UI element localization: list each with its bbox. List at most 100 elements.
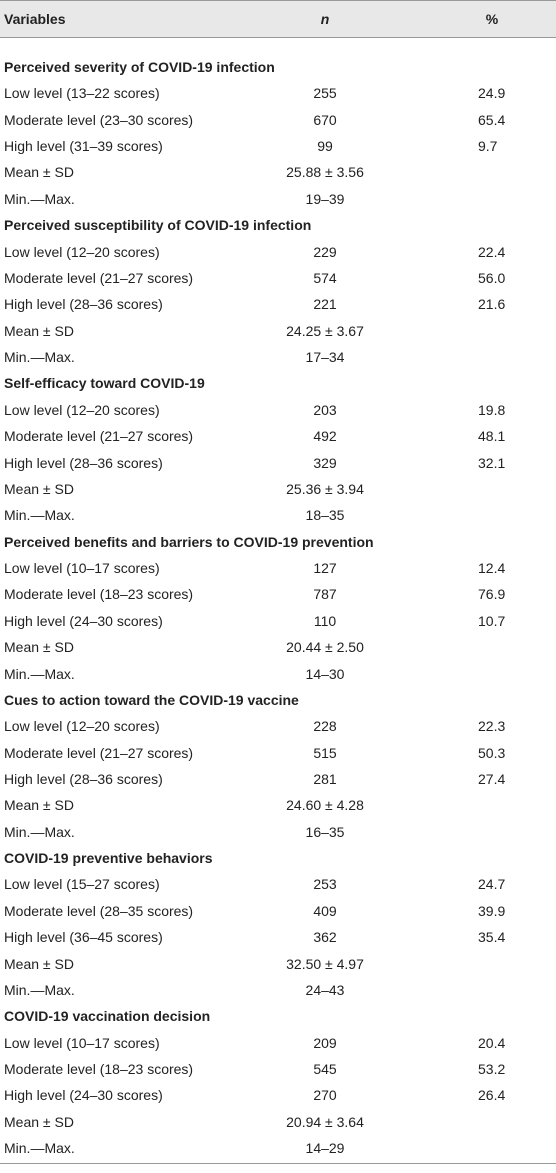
percent-value: 20.4 — [478, 1034, 506, 1051]
n-value: 25.88 ± 3.56 — [286, 164, 364, 181]
row-label: High level (36–45 scores) — [4, 929, 163, 946]
row-label: Moderate level (23–30 scores) — [4, 111, 194, 128]
percent-value: 48.1 — [478, 428, 506, 445]
n-value: 127 — [313, 560, 337, 577]
percent-value: 22.4 — [478, 243, 506, 260]
row-label: Moderate level (21–27 scores) — [4, 428, 194, 445]
n-value: 203 — [313, 401, 337, 418]
row-label: Mean ± SD — [4, 639, 74, 656]
n-value: 24.25 ± 3.67 — [286, 322, 364, 339]
n-value: 110 — [313, 612, 337, 629]
n-value: 20.94 ± 3.64 — [286, 1113, 364, 1130]
n-value: 228 — [313, 718, 337, 735]
n-value: 545 — [313, 1061, 337, 1078]
percent-value: 27.4 — [478, 770, 506, 787]
n-value: 574 — [313, 269, 337, 286]
n-value: 24.60 ± 4.28 — [286, 797, 364, 814]
n-value: 14–29 — [305, 1140, 345, 1157]
percent-value: 53.2 — [478, 1061, 506, 1078]
row-label: Mean ± SD — [4, 480, 74, 497]
row-label: High level (28–36 scores) — [4, 296, 163, 313]
n-value: 281 — [313, 770, 337, 787]
n-value: 255 — [313, 85, 337, 102]
header-n: n — [320, 11, 330, 27]
n-value: 25.36 ± 3.94 — [286, 480, 364, 497]
row-label: Low level (12–20 scores) — [4, 401, 160, 418]
row-label: Moderate level (21–27 scores) — [4, 744, 194, 761]
row-label: High level (28–36 scores) — [4, 770, 163, 787]
n-value: 670 — [313, 111, 337, 128]
percent-value: 39.9 — [478, 902, 506, 919]
percent-value: 22.3 — [478, 718, 506, 735]
row-label: Min.—Max. — [4, 981, 75, 998]
row-label: Mean ± SD — [4, 797, 74, 814]
row-label: High level (28–36 scores) — [4, 454, 163, 471]
n-value: 362 — [313, 929, 337, 946]
section-title: Perceived susceptibility of COVID-19 inf… — [4, 217, 312, 234]
n-value: 14–30 — [305, 665, 345, 682]
row-label: Mean ± SD — [4, 955, 74, 972]
percent-value: 9.7 — [478, 138, 498, 155]
percent-value: 10.7 — [478, 612, 506, 629]
row-label: Moderate level (18–23 scores) — [4, 1061, 194, 1078]
n-value: 329 — [313, 454, 337, 471]
row-label: Low level (12–20 scores) — [4, 243, 160, 260]
row-label: Moderate level (21–27 scores) — [4, 269, 194, 286]
n-value: 32.50 ± 4.97 — [286, 955, 364, 972]
n-value: 409 — [313, 902, 337, 919]
percent-value: 12.4 — [478, 560, 506, 577]
row-label: Low level (13–22 scores) — [4, 85, 160, 102]
percent-value: 35.4 — [478, 929, 506, 946]
n-value: 17–34 — [305, 349, 345, 366]
percent-value: 56.0 — [478, 269, 506, 286]
n-value: 253 — [313, 876, 337, 893]
section-title: Self-efficacy toward COVID-19 — [4, 375, 205, 392]
section-title: Perceived severity of COVID-19 infection — [4, 59, 275, 75]
n-value: 209 — [313, 1034, 337, 1051]
row-label: Mean ± SD — [4, 1113, 74, 1130]
row-label: Mean ± SD — [4, 322, 74, 339]
row-label: Min.—Max. — [4, 349, 75, 366]
row-label: Moderate level (18–23 scores) — [4, 586, 194, 603]
row-label: Moderate level (28–35 scores) — [4, 902, 194, 919]
n-value: 18–35 — [305, 507, 345, 524]
n-value: 229 — [313, 243, 337, 260]
n-value: 515 — [313, 744, 337, 761]
n-value: 99 — [317, 138, 333, 155]
n-value: 24–43 — [305, 981, 345, 998]
section-title: COVID-19 preventive behaviors — [4, 850, 213, 867]
section-title: Cues to action toward the COVID-19 vacci… — [4, 691, 299, 708]
percent-value: 24.7 — [478, 876, 506, 893]
row-label: Min.—Max. — [4, 190, 75, 207]
section-title: Perceived benefits and barriers to COVID… — [4, 533, 374, 550]
n-value: 270 — [313, 1087, 337, 1104]
header-row — [0, 0, 556, 38]
n-value: 221 — [313, 296, 337, 313]
header-variables: Variables — [4, 11, 66, 27]
row-label: Low level (15–27 scores) — [4, 876, 160, 893]
percent-value: 65.4 — [478, 111, 506, 128]
row-label: Low level (10–17 scores) — [4, 560, 160, 577]
section-title: COVID-19 vaccination decision — [4, 1008, 211, 1025]
percent-value: 32.1 — [478, 454, 506, 471]
n-value: 20.44 ± 2.50 — [286, 639, 364, 656]
header-percent: % — [485, 11, 499, 27]
row-label: Min.—Max. — [4, 1140, 75, 1157]
row-label: Min.—Max. — [4, 507, 75, 524]
percent-value: 26.4 — [478, 1087, 506, 1104]
row-label: High level (31–39 scores) — [4, 138, 163, 155]
percent-value: 76.9 — [478, 586, 506, 603]
row-label: Low level (10–17 scores) — [4, 1034, 160, 1051]
row-label: Min.—Max. — [4, 665, 75, 682]
n-value: 16–35 — [305, 823, 345, 840]
percent-value: 21.6 — [478, 296, 506, 313]
percent-value: 19.8 — [478, 401, 506, 418]
row-label: Mean ± SD — [4, 164, 74, 181]
n-value: 19–39 — [305, 190, 345, 207]
row-label: High level (24–30 scores) — [4, 612, 163, 629]
row-label: Min.—Max. — [4, 823, 75, 840]
bottom-rule — [0, 1163, 556, 1164]
row-label: High level (24–30 scores) — [4, 1087, 163, 1104]
n-value: 492 — [313, 428, 337, 445]
percent-value: 24.9 — [478, 85, 506, 102]
